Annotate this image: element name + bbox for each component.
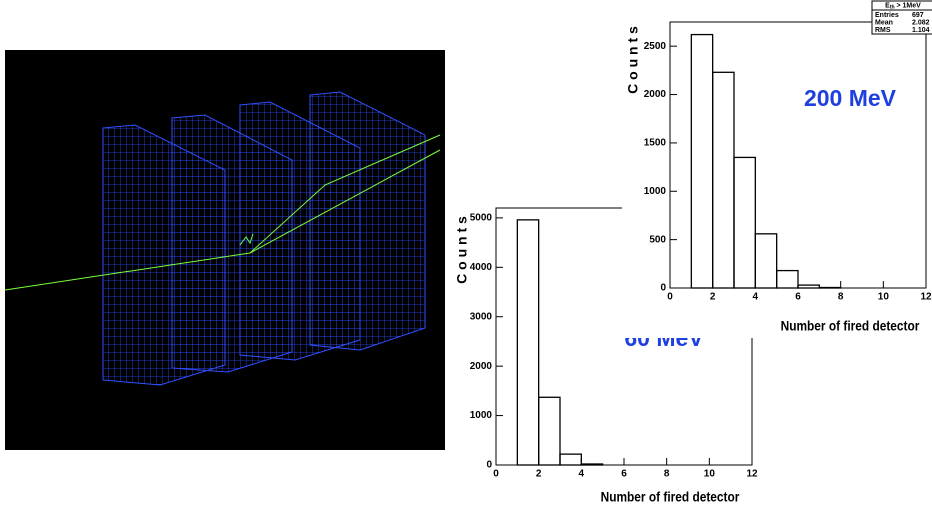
x-tick-label: 6 <box>795 292 801 303</box>
stats-key: Mean <box>875 19 893 26</box>
stats-key: Entries <box>875 12 899 19</box>
stats-key: RMS <box>875 27 891 34</box>
x-tick-label: 4 <box>579 469 585 480</box>
y-axis-label: C o u n t s <box>625 26 641 94</box>
y-tick-label: 1000 <box>470 410 493 421</box>
x-tick-label: 10 <box>704 469 716 480</box>
detector-slabs <box>102 91 426 386</box>
y-tick-label: 4000 <box>470 262 493 273</box>
y-tick-label: 0 <box>660 283 666 294</box>
stats-value: 1.104 <box>912 27 930 34</box>
histogram-bar <box>516 219 540 466</box>
histogram-bar <box>733 156 756 289</box>
stats-frame <box>871 0 932 35</box>
energy-annotation: 200 MeV <box>804 85 897 111</box>
x-axis-label: Number of fired detector <box>601 489 740 505</box>
x-tick-label: 2 <box>710 292 716 303</box>
y-tick-label: 2000 <box>644 89 667 100</box>
stats-title-sub: th <box>890 5 895 11</box>
y-tick-label: 2500 <box>644 41 667 52</box>
y-tick-label: 2000 <box>470 361 493 372</box>
x-tick-label: 10 <box>878 292 890 303</box>
stats-title-rest: > 1MeV <box>895 2 922 9</box>
x-tick-label: 12 <box>920 292 932 303</box>
y-tick-label: 5000 <box>470 213 493 224</box>
x-tick-label: 8 <box>838 292 844 303</box>
x-axis-label: Number of fired detector <box>781 318 920 334</box>
x-tick-label: 0 <box>667 292 673 303</box>
x-tick-label: 6 <box>621 469 627 480</box>
x-tick-label: 4 <box>753 292 759 303</box>
x-tick-label: 0 <box>493 469 499 480</box>
particle-tracks <box>4 134 441 291</box>
histogram-bar <box>776 269 799 289</box>
stats-value: 697 <box>912 12 924 19</box>
y-tick-label: 0 <box>486 460 492 471</box>
stats-box: Eth > 1MeV Entries 697 Mean 2.082 RMS 1.104 <box>871 0 932 35</box>
y-axis-label: C o u n t s <box>454 216 470 284</box>
y-tick-label: 1000 <box>644 186 667 197</box>
x-tick-label: 2 <box>536 469 542 480</box>
x-tick-label: 8 <box>664 469 670 480</box>
histogram-bar <box>754 233 778 289</box>
x-tick-label: 12 <box>746 469 758 480</box>
y-tick-label: 3000 <box>470 311 493 322</box>
stats-title: Eth > 1MeV <box>885 2 921 10</box>
stats-title-base: E <box>885 2 890 9</box>
y-tick-label: 500 <box>649 234 666 245</box>
histogram-bar <box>538 396 561 466</box>
detector-render <box>4 50 445 450</box>
stats-value: 2.082 <box>912 19 930 26</box>
histogram-panel: 0 2 4 6 8 10 12 0 500 1000 1500 2000 2500 Number of f… <box>622 0 932 338</box>
y-tick-label: 1500 <box>644 138 667 149</box>
histogram-bar <box>580 463 604 466</box>
